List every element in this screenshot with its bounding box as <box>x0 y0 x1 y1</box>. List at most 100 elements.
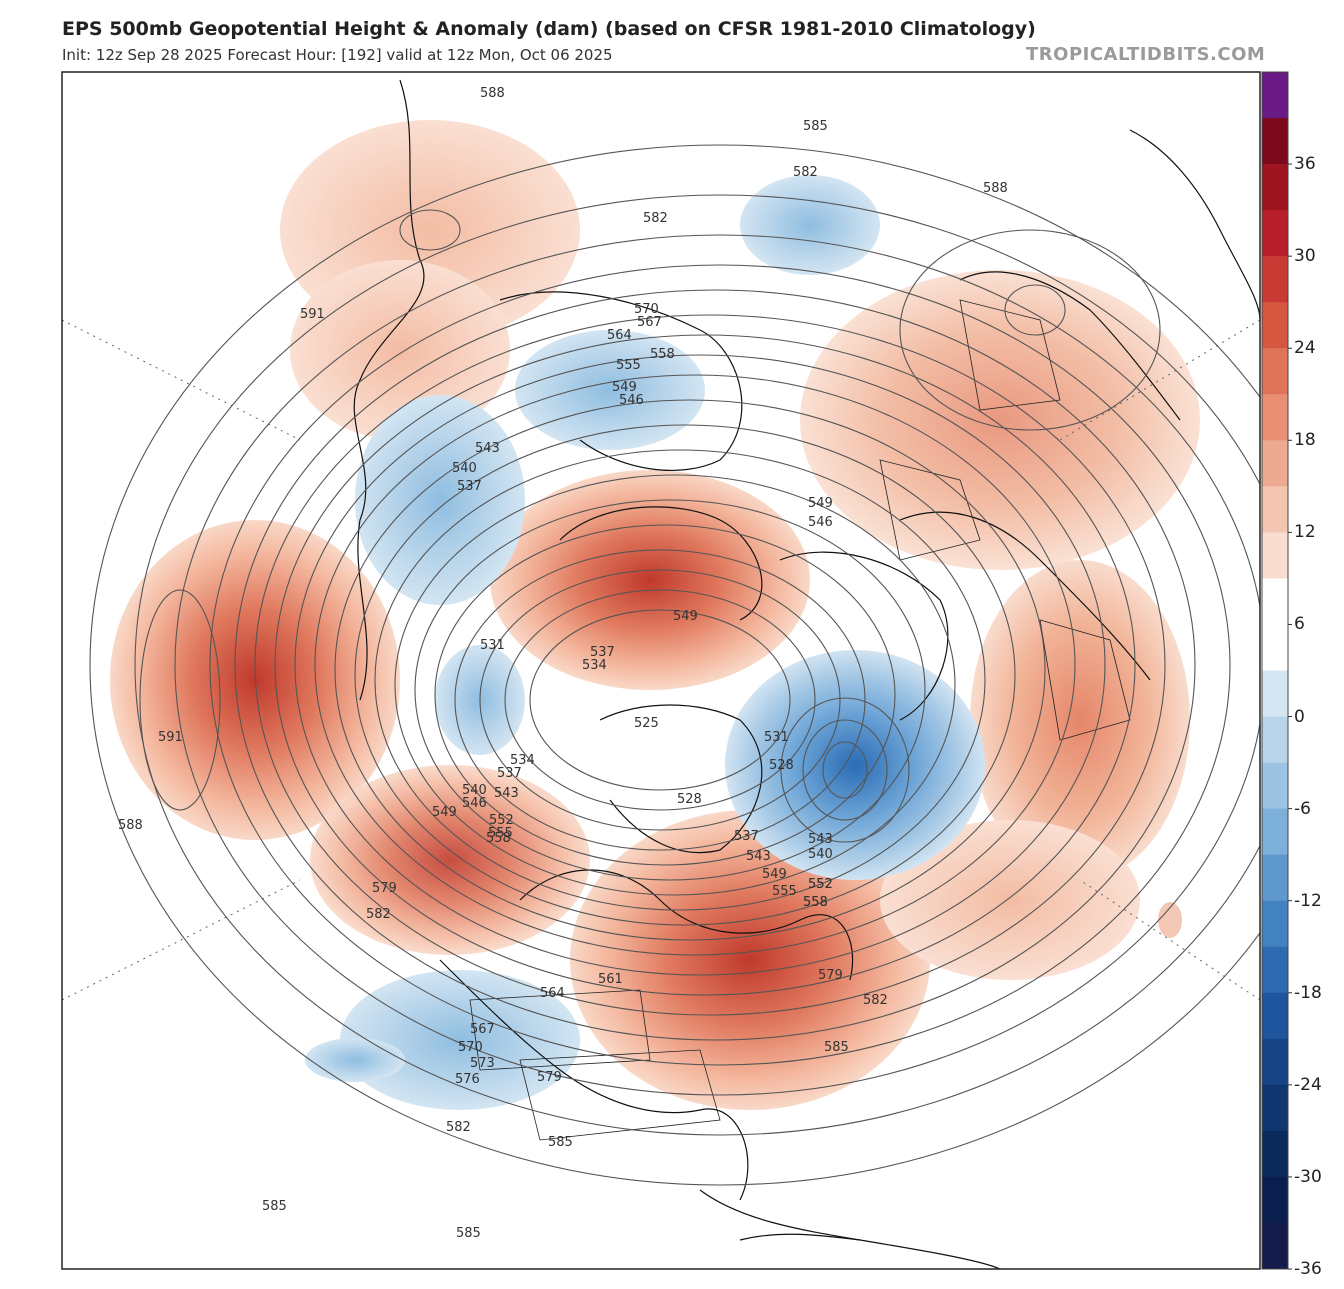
colorbar-segment <box>1262 164 1288 211</box>
map-subtitle: Init: 12z Sep 28 2025 Forecast Hour: [19… <box>62 46 613 64</box>
contour-label: 543 <box>475 441 500 456</box>
contour-label: 549 <box>612 380 637 395</box>
colorbar-segment <box>1262 1222 1288 1270</box>
anomaly-negative-mongolia <box>515 330 705 450</box>
contour-label: 540 <box>462 783 487 798</box>
contour-label: 528 <box>677 792 702 807</box>
contour-label: 564 <box>540 986 565 1001</box>
contour-label: 558 <box>803 895 828 910</box>
contour-label: 546 <box>462 796 487 811</box>
colorbar-segment <box>1262 946 1288 994</box>
contour-label: 567 <box>637 315 662 330</box>
colorbar-segment <box>1262 440 1288 487</box>
contour-label: 555 <box>488 826 513 841</box>
colorbar-segment <box>1262 808 1288 856</box>
colorbar-tick-label: -12 <box>1294 890 1322 911</box>
contour-label: 570 <box>458 1040 483 1055</box>
contour-label: 549 <box>762 867 787 882</box>
contour-label: 543 <box>494 786 519 801</box>
colorbar <box>1261 71 1292 1270</box>
colorbar-segment <box>1262 1130 1288 1178</box>
colorbar-tick-label: 6 <box>1294 614 1305 635</box>
colorbar-tick-label: -6 <box>1294 798 1311 819</box>
colorbar-segment <box>1262 256 1288 303</box>
contour-label: 525 <box>634 716 659 731</box>
colorbar-segment <box>1262 486 1288 533</box>
contour-label: 558 <box>486 831 511 846</box>
contour-label: 591 <box>300 307 325 322</box>
anomaly-positive-atlantic <box>880 820 1140 980</box>
contour-label: 585 <box>548 1135 573 1150</box>
colorbar-segment <box>1262 854 1288 902</box>
contour-label: 588 <box>118 818 143 833</box>
colorbar-tick-label: 30 <box>1294 246 1316 267</box>
colorbar-segment <box>1262 72 1288 119</box>
contour-label: 528 <box>769 758 794 773</box>
contour-label: 552 <box>808 877 833 892</box>
contour-label: 582 <box>793 165 818 180</box>
colorbar-segment <box>1262 716 1288 764</box>
contour-label: 537 <box>457 479 482 494</box>
colorbar-segment <box>1262 532 1288 579</box>
contour-label: 546 <box>808 515 833 530</box>
contour-labels: 588 585 582 582 588 591 570 567 564 558 … <box>118 86 1008 1241</box>
colorbar-border <box>1261 71 1289 1270</box>
colorbar-tick-label: 36 <box>1294 154 1316 175</box>
contour-label: 585 <box>824 1040 849 1055</box>
anomaly-negative-western-us <box>340 970 580 1110</box>
contour-label: 555 <box>772 884 797 899</box>
contour-label: 588 <box>480 86 505 101</box>
contour-label: 549 <box>432 805 457 820</box>
contour-label: 543 <box>808 832 833 847</box>
lat-lon-grid <box>62 319 1260 1001</box>
contour-label: 534 <box>510 753 535 768</box>
contour-label: 564 <box>607 328 632 343</box>
colorbar-segment <box>1262 624 1288 671</box>
colorbar-tick-label: 24 <box>1294 338 1316 359</box>
anomaly-positive-small <box>1158 902 1182 938</box>
anomaly-negative-africa-north <box>740 175 880 275</box>
colorbar-tick-label: 12 <box>1294 522 1316 543</box>
colorbar-segment <box>1262 210 1288 257</box>
map-frame <box>61 71 1261 1270</box>
anomaly-positive-alaska <box>310 765 590 955</box>
contour-label: 561 <box>598 972 623 987</box>
contour-label: 540 <box>452 461 477 476</box>
contour-label: 543 <box>746 849 771 864</box>
contour-label: 549 <box>673 609 698 624</box>
anomaly-positive-north-africa <box>970 560 1190 880</box>
colorbar-tick-label: 0 <box>1294 706 1305 727</box>
colorbar-segment <box>1262 118 1288 165</box>
colorbar-segment <box>1262 992 1288 1040</box>
contour-label: 549 <box>808 496 833 511</box>
colorbar-segment <box>1262 302 1288 349</box>
contour-label: 558 <box>803 895 828 910</box>
colorbar-segment <box>1262 1038 1288 1086</box>
contour-label: 588 <box>983 181 1008 196</box>
colorbar-segment <box>1262 394 1288 441</box>
contour-label: 579 <box>537 1070 562 1085</box>
height-contours <box>89 144 1260 1186</box>
anomaly-negative-west-siberia <box>355 395 525 605</box>
colorbar-segment <box>1262 670 1288 718</box>
colorbar-segment <box>1262 900 1288 948</box>
contour-label: 546 <box>619 393 644 408</box>
contour-label: 582 <box>643 211 668 226</box>
contour-label: 570 <box>634 302 659 317</box>
contour-label: 585 <box>803 119 828 134</box>
colorbar-segment <box>1262 578 1288 625</box>
colorbar-segment <box>1262 1176 1288 1224</box>
contour-label: 579 <box>372 881 397 896</box>
contour-label: 540 <box>808 847 833 862</box>
contour-label: 579 <box>818 968 843 983</box>
map-title: EPS 500mb Geopotential Height & Anomaly … <box>62 18 1036 40</box>
contour-label: 573 <box>470 1056 495 1071</box>
contour-label: 558 <box>650 347 675 362</box>
contour-label: 582 <box>446 1120 471 1135</box>
contour-label: 585 <box>456 1226 481 1241</box>
contour-label: 531 <box>480 638 505 653</box>
colorbar-tick-label: -24 <box>1294 1074 1322 1095</box>
colorbar-segment <box>1262 348 1288 395</box>
anomaly-positive-kamchatka <box>290 260 510 440</box>
